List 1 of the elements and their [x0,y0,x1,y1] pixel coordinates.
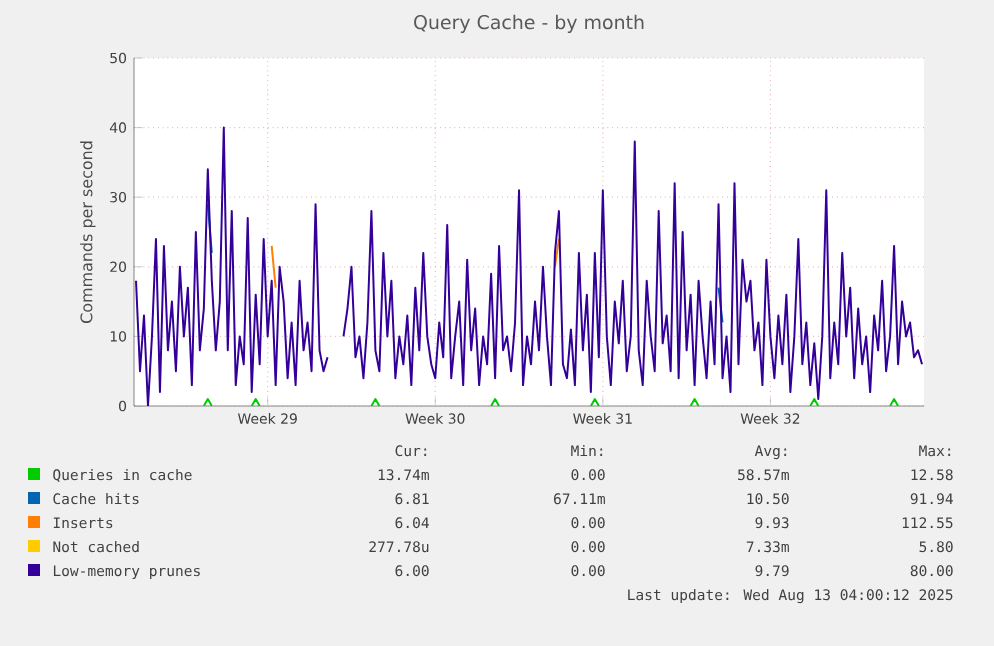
chart-title: Query Cache - by month [414,14,644,33]
